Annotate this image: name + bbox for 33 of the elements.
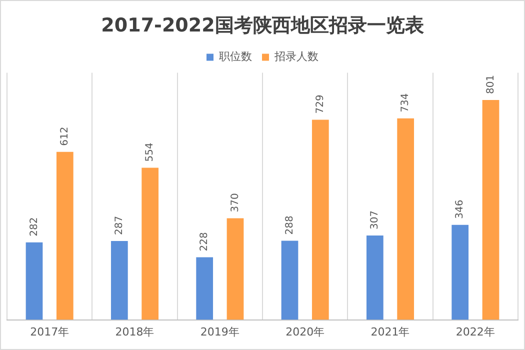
data-label: 801 (485, 74, 496, 94)
data-label: 307 (370, 210, 381, 230)
data-label: 370 (230, 193, 241, 212)
x-tick-label: 2022年 (456, 325, 495, 338)
bar (482, 100, 500, 320)
bar (366, 236, 384, 320)
data-label: 346 (454, 200, 466, 219)
data-label: 282 (28, 217, 40, 236)
bar (196, 257, 214, 320)
x-tick-label: 2021年 (370, 325, 410, 338)
data-label: 554 (144, 142, 156, 162)
chart-title: 2017-2022国考陕西地区招录一览表 (101, 14, 425, 36)
x-tick-label: 2018年 (115, 325, 154, 338)
x-tick-label: 2017年 (30, 325, 70, 338)
data-label: 734 (400, 93, 412, 112)
bar (226, 218, 244, 320)
data-label: 288 (284, 216, 296, 235)
bar (452, 224, 469, 320)
data-label: 228 (199, 232, 210, 252)
bar (26, 242, 43, 320)
bar (397, 118, 414, 320)
bar (56, 152, 74, 320)
bar (142, 168, 159, 320)
data-label: 729 (315, 94, 326, 114)
bar (312, 120, 329, 320)
x-tick-label: 2020年 (286, 325, 325, 338)
data-label: 612 (60, 126, 71, 146)
data-label: 287 (114, 216, 126, 236)
x-tick-label: 2019年 (200, 325, 240, 338)
legend-label: 招录人数 (274, 50, 318, 64)
bar (110, 241, 128, 320)
legend-label: 职位数 (219, 50, 252, 64)
bar (281, 240, 298, 320)
